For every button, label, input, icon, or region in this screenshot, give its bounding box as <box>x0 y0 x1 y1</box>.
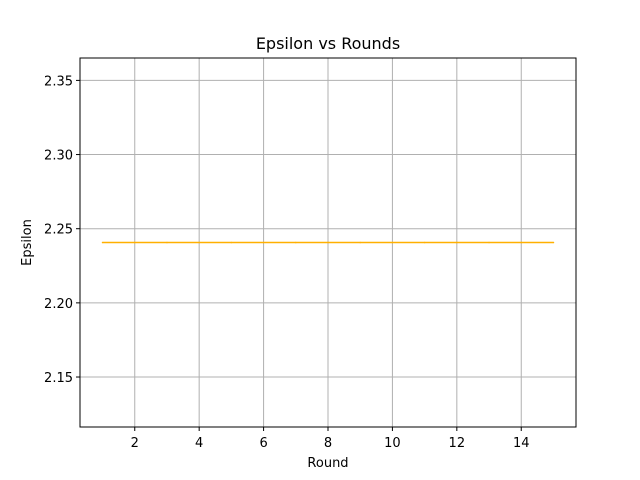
chart-title: Epsilon vs Rounds <box>256 34 400 53</box>
series-layer <box>101 241 555 244</box>
data-point <box>359 241 362 244</box>
data-point <box>327 241 329 244</box>
x-tick-label: 12 <box>449 436 466 451</box>
data-point <box>133 241 136 244</box>
data-point <box>423 241 426 244</box>
axis-ticks: 2 4 6 8 10 12 14 2.15 2.20 2.25 2.30 2.35 <box>44 74 529 451</box>
x-axis-label: Round <box>307 456 348 471</box>
x-tick-label: 14 <box>513 436 530 451</box>
data-point <box>520 241 523 244</box>
x-tick-label: 4 <box>195 436 203 451</box>
data-point <box>101 241 104 244</box>
data-point <box>456 241 458 244</box>
data-point <box>198 241 200 244</box>
y-tick-label: 2.25 <box>44 223 73 238</box>
x-tick-label: 10 <box>384 436 401 451</box>
data-point <box>230 241 233 244</box>
x-tick-label: 6 <box>259 436 267 451</box>
data-point <box>391 241 394 244</box>
y-tick-label: 2.15 <box>44 371 73 386</box>
y-tick-label: 2.30 <box>44 149 73 164</box>
y-tick-label: 2.20 <box>44 297 73 312</box>
data-point <box>488 241 490 244</box>
x-tick-label: 8 <box>324 436 332 451</box>
y-tick-label: 2.35 <box>44 74 73 89</box>
data-point <box>262 241 265 244</box>
x-tick-label: 2 <box>131 436 139 451</box>
data-point <box>166 241 168 244</box>
data-point <box>294 241 297 244</box>
y-axis-label: Epsilon <box>20 219 35 266</box>
data-point <box>552 241 555 244</box>
